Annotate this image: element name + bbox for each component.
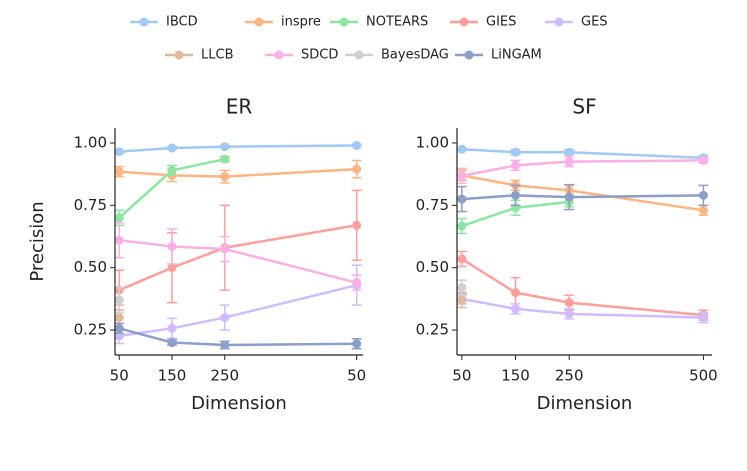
series-line	[119, 144, 357, 153]
marker	[352, 164, 362, 174]
legend-label: LLCB	[201, 48, 233, 63]
marker	[220, 172, 230, 182]
x-tick-label: 150	[158, 367, 187, 385]
series-line: inspre	[461, 174, 704, 212]
x-tick-label: 50	[347, 367, 366, 385]
marker	[114, 167, 124, 177]
marker	[457, 221, 467, 231]
marker	[220, 313, 230, 323]
legend-label: BayesDAG	[381, 48, 449, 63]
marker	[352, 220, 362, 230]
marker	[114, 147, 124, 157]
marker	[114, 313, 124, 323]
marker	[698, 155, 708, 165]
marker	[352, 339, 362, 349]
x-tick-label: 50	[110, 367, 129, 385]
legend-marker	[459, 17, 469, 27]
y-tick-label: 0.50	[74, 258, 107, 276]
marker	[698, 190, 708, 200]
legend-label: IBCD	[166, 15, 198, 30]
legend-marker	[139, 17, 149, 27]
series-line: GIES	[461, 257, 704, 317]
marker	[167, 143, 177, 153]
legend-label: GIES	[486, 15, 516, 30]
legend-marker	[554, 17, 564, 27]
marker	[564, 309, 574, 319]
marker	[511, 147, 521, 157]
marker	[114, 323, 124, 333]
marker	[698, 313, 708, 323]
marker	[457, 144, 467, 154]
marker	[457, 171, 467, 181]
chart-title: ER	[226, 95, 253, 119]
legend-label: NOTEARS	[366, 15, 428, 30]
marker	[220, 244, 230, 254]
x-tick-label: 150	[501, 367, 530, 385]
y-tick-label: 0.75	[74, 196, 107, 214]
marker	[167, 165, 177, 175]
x-tick-label: 250	[555, 367, 584, 385]
marker	[457, 194, 467, 204]
marker	[167, 263, 177, 273]
marker	[564, 192, 574, 202]
y-tick-label: 1.00	[416, 133, 449, 151]
marker	[457, 283, 467, 293]
x-axis-label: Dimension	[191, 393, 287, 414]
marker	[220, 142, 230, 152]
y-tick-label: 0.50	[416, 258, 449, 276]
marker	[352, 278, 362, 288]
series-line	[119, 167, 357, 178]
marker	[457, 254, 467, 264]
marker	[352, 140, 362, 150]
y-tick-label: 0.25	[416, 321, 449, 339]
marker	[114, 213, 124, 223]
series-line: SDCD	[461, 159, 704, 178]
legend-marker	[354, 50, 364, 60]
y-tick-label: 0.25	[74, 321, 107, 339]
series-line	[118, 224, 357, 292]
marker	[511, 190, 521, 200]
legend-label: SDCD	[301, 48, 338, 63]
chart-title: SF	[572, 95, 596, 119]
marker	[114, 235, 124, 245]
legend-marker	[174, 50, 184, 60]
marker	[511, 304, 521, 314]
legend-label: LiNGAM	[491, 48, 542, 63]
y-axis-label: Precision	[27, 201, 48, 281]
marker	[564, 147, 574, 157]
marker	[564, 157, 574, 167]
series-line: LiNGAM	[461, 194, 704, 201]
series-line	[119, 283, 357, 338]
y-tick-label: 1.00	[74, 133, 107, 151]
series-line	[118, 327, 357, 347]
marker	[457, 295, 467, 305]
x-tick-label: 50	[452, 367, 471, 385]
legend-label: GES	[581, 15, 608, 30]
marker	[220, 154, 230, 164]
series-line: GES	[461, 297, 704, 319]
marker	[220, 340, 230, 350]
legend-marker	[464, 50, 474, 60]
series-line: IBCD	[461, 147, 704, 160]
legend-marker	[254, 17, 264, 27]
marker	[698, 205, 708, 215]
legend-label: inspre	[281, 15, 321, 30]
series-line	[119, 239, 357, 284]
marker	[167, 323, 177, 333]
y-tick-label: 0.75	[416, 196, 449, 214]
marker	[511, 160, 521, 170]
x-axis-label: Dimension	[537, 393, 633, 414]
legend-marker	[339, 17, 349, 27]
x-tick-label: 250	[210, 367, 239, 385]
marker	[511, 288, 521, 298]
marker	[564, 298, 574, 308]
marker	[167, 338, 177, 348]
marker	[167, 241, 177, 251]
marker	[114, 295, 124, 305]
legend-marker	[274, 50, 284, 60]
x-tick-label: 500	[689, 367, 718, 385]
